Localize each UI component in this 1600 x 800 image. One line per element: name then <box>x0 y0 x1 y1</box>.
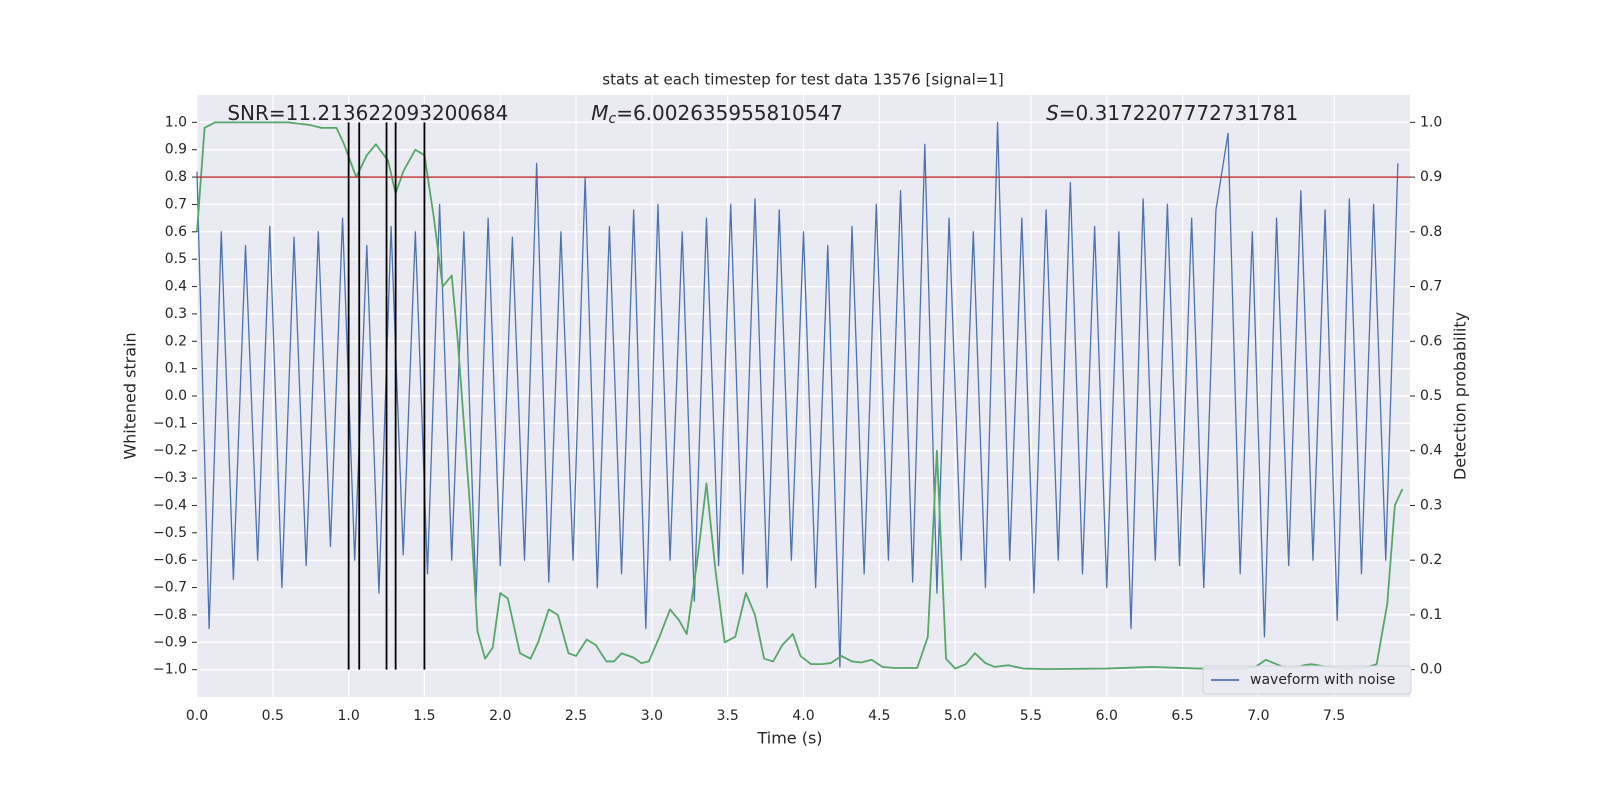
annotation-subscript: c <box>608 111 616 127</box>
annotation-text: =0.3172207772731781 <box>1059 101 1298 125</box>
y-tick-label: 0.5 <box>165 251 187 267</box>
y2-tick-label: 1.0 <box>1420 114 1442 130</box>
annotation-symbol: M <box>591 101 608 125</box>
x-tick-label: 5.5 <box>1020 708 1042 724</box>
x-tick-label: 3.5 <box>717 708 739 724</box>
y-tick-label: 0.9 <box>165 142 187 158</box>
y-axis-label: Whitened strain <box>121 332 140 459</box>
y2-tick-label: 0.6 <box>1420 333 1442 349</box>
y-tick-label: −0.4 <box>153 497 187 513</box>
legend-label: waveform with noise <box>1250 672 1395 688</box>
y-tick-label: −0.1 <box>153 415 187 431</box>
x-tick-label: 7.0 <box>1247 708 1269 724</box>
annotation: Mc=6.002635955810547 <box>591 101 843 128</box>
x-tick-label: 6.5 <box>1171 708 1193 724</box>
y2-tick-label: 0.1 <box>1420 607 1442 623</box>
y2-tick-label: 0.8 <box>1420 224 1442 240</box>
y-tick-label: −0.8 <box>153 607 187 623</box>
y-tick-label: 0.6 <box>165 224 187 240</box>
y-tick-label: −0.9 <box>153 634 187 650</box>
x-tick-label: 2.5 <box>565 708 587 724</box>
x-tick-label: 6.0 <box>1096 708 1118 724</box>
series-line <box>196 121 1399 668</box>
y-tick-label: −0.6 <box>153 552 187 568</box>
x-tick-label: 0.0 <box>186 708 208 724</box>
y2-tick-label: 0.9 <box>1420 169 1442 185</box>
annotation: S=0.3172207772731781 <box>1046 101 1298 125</box>
annotation-symbol: S <box>1046 101 1059 125</box>
y2-tick-label: 0.5 <box>1420 388 1442 404</box>
marks <box>196 121 1410 670</box>
x-tick-label: 7.5 <box>1323 708 1345 724</box>
y-tick-label: 0.0 <box>165 388 187 404</box>
x-axis-label: Time (s) <box>756 729 822 748</box>
y-tick-label: 0.3 <box>165 306 187 322</box>
y-tick-label: 0.4 <box>165 279 187 295</box>
x-tick-label: 0.5 <box>262 708 284 724</box>
y-tick-label: −0.2 <box>153 443 187 459</box>
series-line <box>196 121 1404 670</box>
annotation-text: SNR=11.213622093200684 <box>227 101 508 125</box>
y-tick-label: 0.8 <box>165 169 187 185</box>
x-tick-label: 3.0 <box>641 708 663 724</box>
y-tick-label: 1.0 <box>165 114 187 130</box>
x-tick-label: 1.0 <box>337 708 359 724</box>
x-tick-label: 4.0 <box>792 708 814 724</box>
y2-axis-label: Detection probability <box>1451 312 1470 480</box>
x-tick-label: 4.5 <box>868 708 890 724</box>
annotation: SNR=11.213622093200684 <box>227 101 508 125</box>
x-tick-label: 5.0 <box>944 708 966 724</box>
y-tick-label: 0.1 <box>165 361 187 377</box>
labels: 0.0 0.5 1.0 1.5 2.0 2.5 3.0 3.5 4.0 4.5 5.0 5.5 6.0 6… <box>153 101 1442 724</box>
y2-tick-label: 0.0 <box>1420 662 1442 678</box>
y2-tick-label: 0.2 <box>1420 552 1442 568</box>
annotation-text: =6.002635955810547 <box>616 101 843 125</box>
y-tick-label: 0.7 <box>165 196 187 212</box>
y-tick-label: −0.5 <box>153 525 187 541</box>
chart-title: stats at each timestep for test data 135… <box>602 71 1003 89</box>
y2-tick-label: 0.3 <box>1420 497 1442 513</box>
y-tick-label: −1.0 <box>153 662 187 678</box>
y-tick-label: −0.3 <box>153 470 187 486</box>
y2-tick-label: 0.7 <box>1420 279 1442 295</box>
y-tick-label: −0.7 <box>153 580 187 596</box>
x-tick-label: 2.0 <box>489 708 511 724</box>
legend-box <box>1202 665 1412 695</box>
x-tick-label: 1.5 <box>413 708 435 724</box>
y2-tick-label: 0.4 <box>1420 443 1442 459</box>
y-tick-label: 0.2 <box>165 333 187 349</box>
